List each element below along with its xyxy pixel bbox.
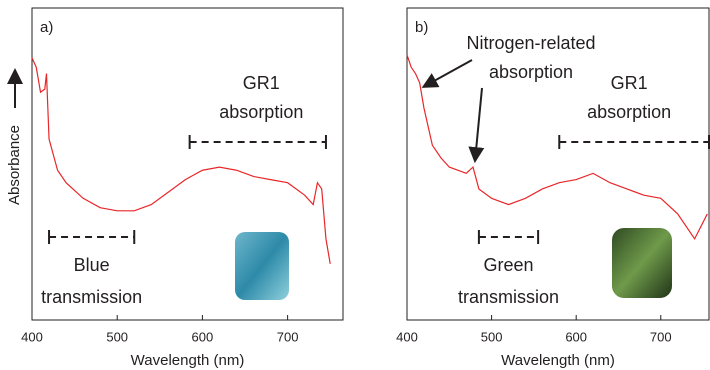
plot-frame — [31, 7, 344, 321]
x-tick-label: 600 — [192, 329, 214, 344]
annotation-text: absorption — [587, 102, 671, 122]
spectrum-line — [406, 54, 708, 241]
gem-image — [235, 232, 289, 300]
x-tick-label: 500 — [106, 329, 128, 344]
callout-text: absorption — [489, 62, 573, 82]
annotation-text: Blue — [74, 255, 110, 275]
annotation-text: absorption — [219, 102, 303, 122]
annotation-text: GR1 — [611, 73, 648, 93]
annotation-text: transmission — [41, 287, 142, 307]
annotation-text: transmission — [458, 287, 559, 307]
x-tick-label: 600 — [565, 329, 587, 344]
spectrum-line — [31, 57, 331, 264]
x-axis-label: Wavelength (nm) — [501, 352, 615, 369]
callout-text: Nitrogen-related — [466, 33, 595, 53]
annotation-text: GR1 — [243, 73, 280, 93]
x-tick-label: 500 — [481, 329, 503, 344]
gem-image — [612, 228, 672, 298]
y-axis-label: Absorbance — [6, 125, 23, 205]
panel-label: a) — [40, 19, 53, 36]
x-axis-label: Wavelength (nm) — [131, 352, 245, 369]
callout-arrow — [468, 87, 485, 164]
callout-arrow — [421, 59, 473, 88]
annotation-text: Green — [483, 255, 533, 275]
x-tick-label: 400 — [396, 329, 418, 344]
x-tick-label: 700 — [277, 329, 299, 344]
panel-label: b) — [415, 19, 428, 36]
x-tick-label: 400 — [21, 329, 43, 344]
plot-frame — [406, 7, 710, 321]
x-tick-label: 700 — [650, 329, 672, 344]
